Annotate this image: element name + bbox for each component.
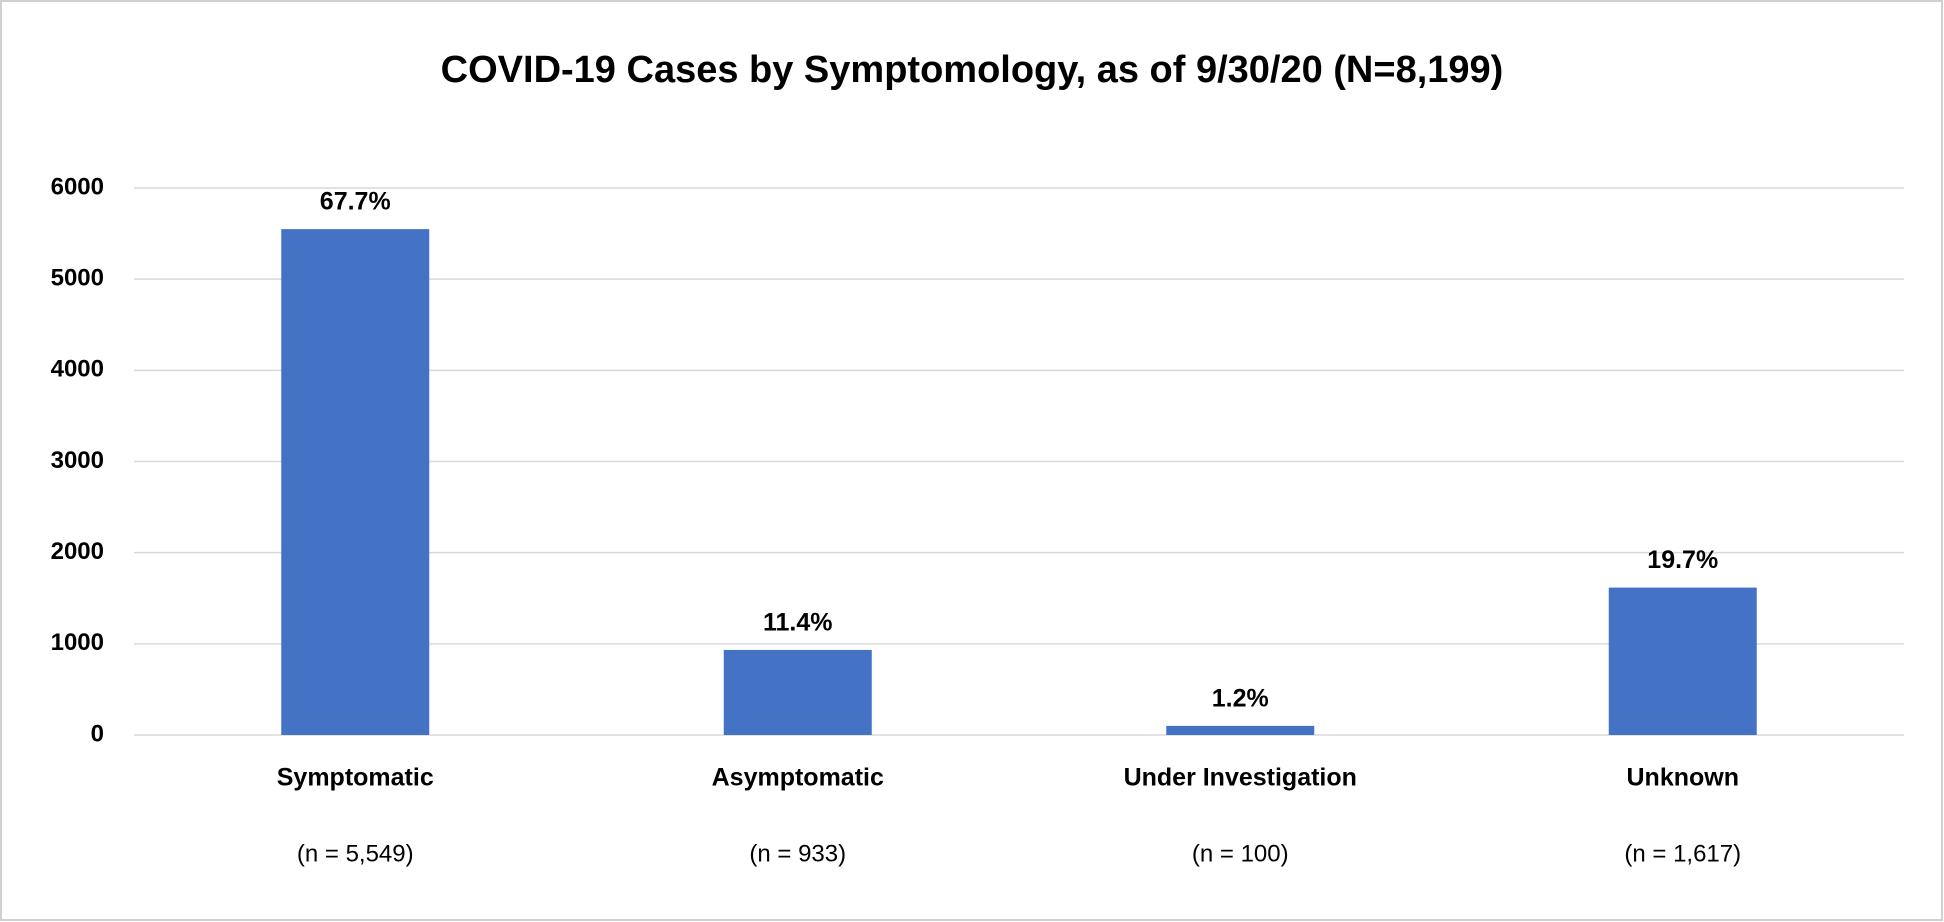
n-label: (n = 1,617)	[1624, 840, 1741, 867]
y-tick-label: 4000	[51, 356, 104, 383]
percent-label: 19.7%	[1647, 546, 1718, 574]
y-tick-label: 5000	[51, 265, 104, 292]
bar	[1166, 725, 1315, 735]
percent-label: 11.4%	[763, 609, 833, 637]
y-tick-label: 0	[91, 720, 104, 747]
percent-label: 1.2%	[1212, 684, 1269, 712]
bar	[281, 229, 430, 736]
bar	[1608, 587, 1757, 735]
chart-title: COVID-19 Cases by Symptomology, as of 9/…	[441, 49, 1504, 91]
n-label: (n = 5,549)	[297, 840, 414, 867]
y-tick-label: 2000	[51, 538, 104, 565]
percent-label: 67.7%	[320, 188, 391, 216]
n-label: (n = 100)	[1192, 840, 1289, 867]
y-tick-label: 6000	[51, 173, 104, 200]
y-tick-label: 1000	[51, 629, 104, 656]
x-tick-label: Unknown	[1627, 764, 1740, 792]
n-label: (n = 933)	[749, 840, 846, 867]
y-tick-label: 3000	[51, 447, 104, 474]
x-tick-label: Symptomatic	[277, 764, 434, 792]
bar	[723, 649, 872, 735]
x-tick-label: Under Investigation	[1124, 764, 1357, 792]
x-tick-label: Asymptomatic	[712, 764, 884, 792]
